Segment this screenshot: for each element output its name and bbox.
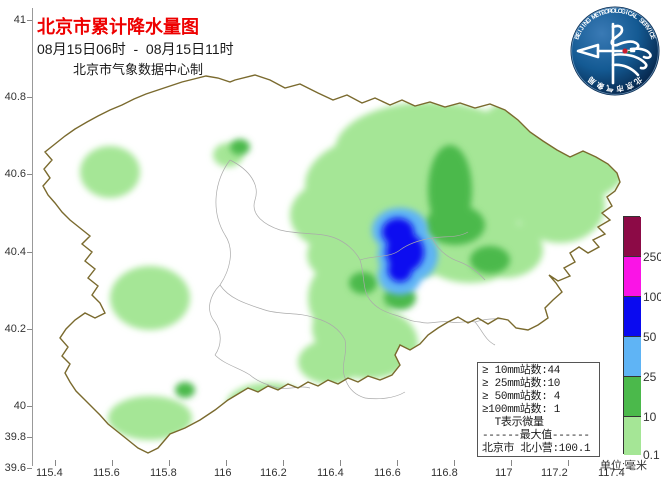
svg-text:气: 气 (605, 83, 615, 94)
